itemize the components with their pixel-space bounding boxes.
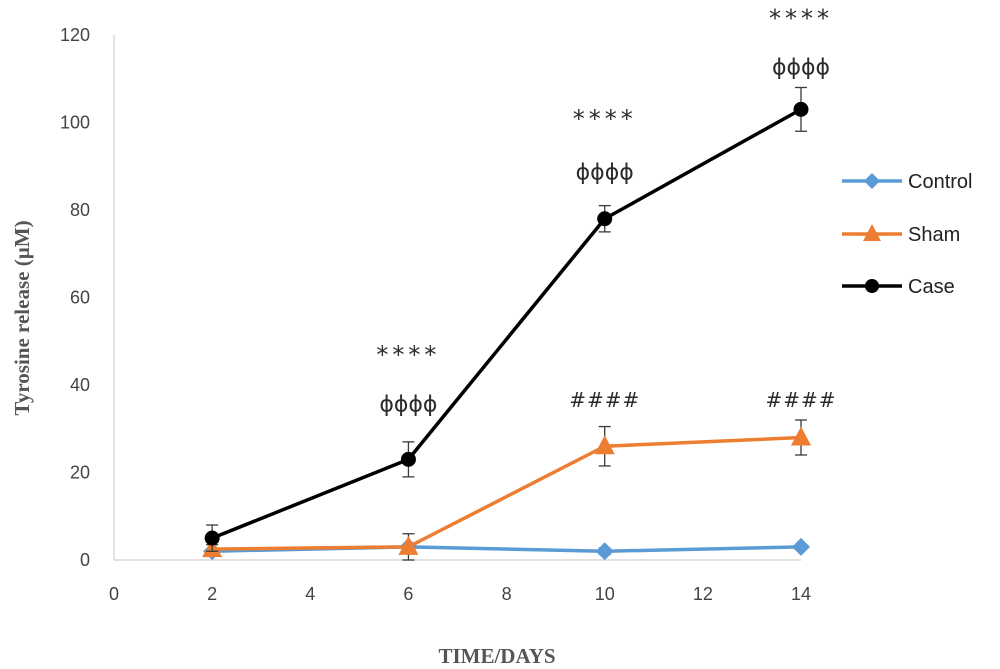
x-tick-label: 2	[207, 584, 217, 604]
annotation-label: ɸɸɸɸ	[576, 160, 634, 185]
series-line-sham	[212, 435, 802, 551]
x-tick-label: 4	[305, 584, 315, 604]
x-tick-label: 6	[403, 584, 413, 604]
data-point	[400, 451, 416, 467]
annotation-label: ****	[573, 105, 637, 133]
y-tick-label: 0	[80, 550, 90, 570]
legend-marker	[864, 173, 880, 189]
y-axis-title: Tyrosine release (µM)	[10, 220, 34, 415]
x-tick-label: 12	[693, 584, 713, 604]
annotation-label: ####	[569, 388, 640, 412]
y-tick-label: 80	[70, 200, 90, 220]
data-point	[204, 530, 220, 546]
legend-item-sham: Sham	[842, 224, 960, 246]
series-line-case	[211, 107, 802, 540]
data-point	[793, 101, 809, 117]
x-tick-label: 0	[109, 584, 119, 604]
annotation-label: ɸɸɸɸ	[379, 392, 437, 417]
annotation-label: ####	[765, 388, 836, 412]
data-point	[595, 542, 614, 561]
legend-marker	[863, 224, 881, 241]
data-point	[398, 535, 419, 555]
annotation-label: ****	[769, 4, 833, 32]
data-point	[597, 211, 613, 227]
x-tick-label: 8	[502, 584, 512, 604]
y-tick-label: 60	[70, 288, 90, 308]
legend-label: Case	[908, 276, 955, 298]
data-point	[791, 426, 811, 446]
legend-label: Control	[908, 171, 972, 193]
annotation-label: ɸɸɸɸ	[772, 55, 830, 80]
series-layer	[202, 86, 811, 561]
significance-annotations: **** ɸɸɸɸ **** ɸɸɸɸ **** ɸɸɸɸ #### ####	[376, 4, 836, 417]
series-sham	[202, 419, 811, 561]
legend-marker	[865, 279, 879, 293]
legend-label: Sham	[908, 224, 960, 246]
legend: Control Sham Case	[842, 171, 972, 298]
x-axis-title: TIME/DAYS	[438, 644, 555, 668]
y-tick-label: 120	[60, 25, 90, 45]
axes: 0 20 40 60 80 100 120 0 2 4 6 8 10 12 14	[60, 25, 811, 604]
legend-item-control: Control	[842, 171, 972, 193]
x-tick-label: 10	[595, 584, 615, 604]
y-tick-label: 40	[70, 375, 90, 395]
annotation-label: ****	[376, 341, 440, 369]
legend-item-case: Case	[842, 276, 955, 298]
data-point	[594, 435, 615, 455]
y-tick-label: 100	[60, 113, 90, 133]
data-point	[792, 537, 810, 556]
series-case	[204, 86, 809, 552]
y-tick-label: 20	[70, 463, 90, 483]
x-tick-label: 14	[791, 584, 811, 604]
